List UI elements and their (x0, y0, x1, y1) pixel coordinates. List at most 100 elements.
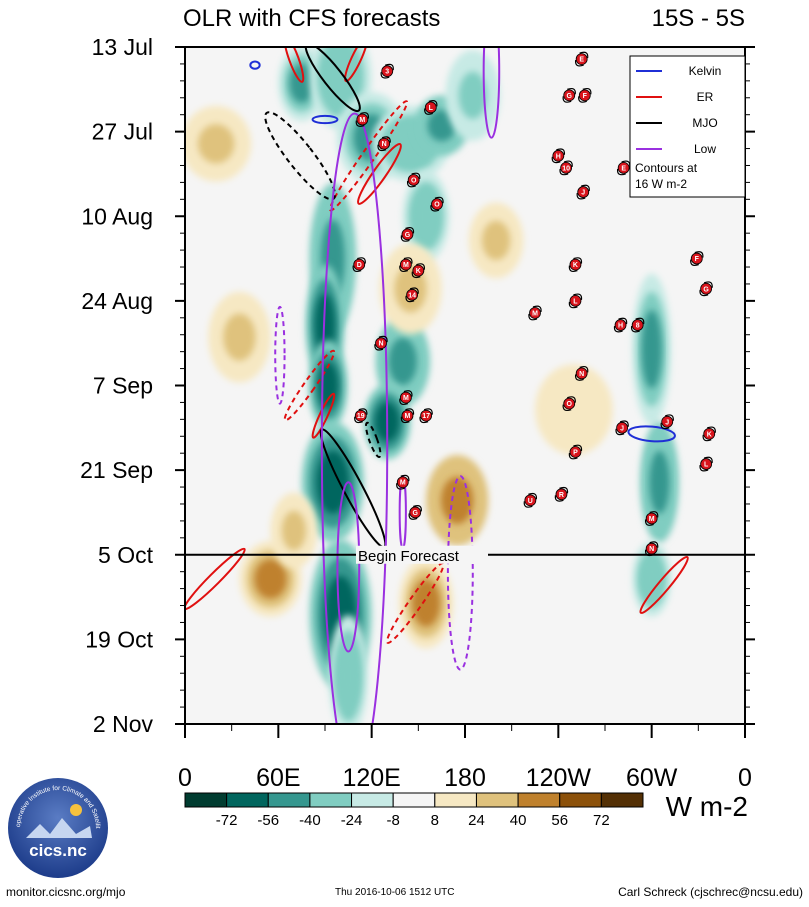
storm-arm-icon (400, 474, 410, 482)
storm-marker: J (576, 184, 590, 200)
olr-anomaly-cell (197, 124, 235, 164)
storm-marker-dot (378, 137, 391, 150)
colorbar-swatch (517, 792, 561, 808)
storm-marker-dot (563, 89, 576, 102)
olr-anomaly-cell (223, 313, 256, 361)
storm-arm-icon (568, 265, 578, 273)
storm-marker-dot (399, 391, 412, 404)
storm-marker: 17 (419, 408, 433, 424)
colorbar-swatch (267, 792, 311, 808)
storm-arm-icon (354, 416, 363, 424)
storm-arm-icon (411, 271, 421, 279)
storm-arm-icon (630, 325, 640, 333)
olr-anomaly-cell (316, 450, 349, 514)
storm-marker: R (554, 486, 569, 502)
colorbar-tick-label: 56 (551, 812, 568, 829)
legend-label: Kelvin (689, 64, 722, 78)
storm-marker: F (690, 251, 704, 266)
x-tick-label: 0 (178, 764, 192, 792)
storm-marker: 19 (354, 408, 368, 424)
storm-marker-dot (354, 409, 367, 422)
storm-marker: N (374, 335, 388, 351)
olr-anomaly-cell (318, 361, 339, 410)
storm-marker: L (699, 456, 713, 472)
er-contour (639, 555, 689, 614)
storm-marker-label: P (573, 449, 578, 456)
storm-marker-dot (614, 319, 627, 331)
footer-left: monitor.cicsnc.org/mjo (6, 885, 126, 899)
footer-right: Carl Schreck (cjschrec@ncsu.edu) (618, 885, 803, 899)
storm-marker: E (616, 160, 631, 176)
storm-marker-label: U (528, 498, 533, 505)
storm-arm-icon (396, 483, 405, 490)
storm-marker: M (400, 408, 415, 424)
storm-arm-icon (562, 404, 572, 412)
storm-marker-dot (375, 337, 387, 350)
storm-marker-label: E (579, 57, 584, 64)
storm-arm-icon (703, 456, 713, 464)
storm-arm-icon (665, 414, 674, 421)
storm-arm-icon (573, 444, 583, 452)
storm-marker-label: L (704, 462, 709, 469)
storm-marker-label: J (620, 425, 624, 432)
storm-arm-icon (385, 63, 394, 71)
colorbar-swatch (351, 792, 394, 808)
chart-title: OLR with CFS forecasts (183, 5, 440, 32)
storm-marker: M (355, 112, 370, 127)
storm-marker-label: G (566, 93, 572, 100)
olr-anomaly-cell (338, 644, 359, 708)
storm-marker-dot (424, 101, 437, 114)
storm-marker-label: M (359, 117, 365, 124)
storm-marker-dot (575, 367, 588, 380)
er-contour (283, 47, 305, 83)
y-axis: 13 Jul 27 Jul 10 Aug 24 Aug 7 Sep 21 Sep 5 Oct… (80, 34, 755, 737)
storm-marker: U (523, 492, 538, 508)
storm-arm-icon (408, 513, 418, 520)
low-contour (482, 47, 501, 139)
storm-marker-label: N (378, 341, 383, 348)
storm-marker-dot (409, 506, 422, 519)
storm-marker-label: F (583, 93, 588, 100)
storm-marker-dot (406, 288, 419, 301)
y-tick-label: 5 Oct (98, 542, 154, 568)
storm-marker: P (568, 444, 583, 460)
storm-arm-icon (579, 366, 589, 373)
storm-arm-icon (355, 120, 365, 127)
storm-marker-dot (661, 415, 674, 428)
storm-marker-dot (401, 228, 414, 241)
storm-arm-icon (703, 281, 713, 288)
storm-marker-label: G (405, 232, 411, 239)
storm-marker-label: N (382, 141, 387, 148)
storm-marker: G (699, 281, 713, 297)
low-contour (320, 112, 389, 724)
storm-arm-icon (532, 305, 542, 313)
storm-marker-label: M (649, 516, 655, 523)
storm-arm-icon (579, 51, 589, 59)
storm-arm-icon (400, 416, 410, 424)
storm-arm-icon (360, 112, 370, 119)
storm-marker-dot (569, 294, 582, 307)
storm-arm-icon (399, 398, 409, 405)
storm-arm-icon (430, 205, 440, 212)
storm-arm-icon (381, 136, 391, 143)
storm-arm-icon (568, 301, 578, 309)
storm-marker: N (377, 136, 391, 152)
storm-marker: M (399, 257, 413, 273)
storm-marker: D (352, 257, 366, 273)
storm-arm-icon (644, 519, 654, 526)
colorbar-tick-label: -40 (299, 812, 321, 829)
olr-anomaly-cell (388, 337, 417, 385)
storm-marker-dot (555, 488, 568, 501)
olr-anomaly-cell (649, 450, 670, 514)
storm-marker-label: J (665, 419, 669, 426)
storm-arm-icon (694, 251, 704, 258)
forecast-label-background (356, 545, 488, 564)
kelvin-contour (249, 60, 261, 70)
storm-marker-label: H (556, 153, 561, 160)
storm-marker-label: 3 (385, 69, 389, 76)
storm-marker: O (406, 172, 421, 188)
storm-arm-icon (434, 196, 444, 204)
storm-marker: G (408, 505, 422, 520)
low-contour (274, 305, 286, 405)
storm-arm-icon (380, 72, 390, 79)
